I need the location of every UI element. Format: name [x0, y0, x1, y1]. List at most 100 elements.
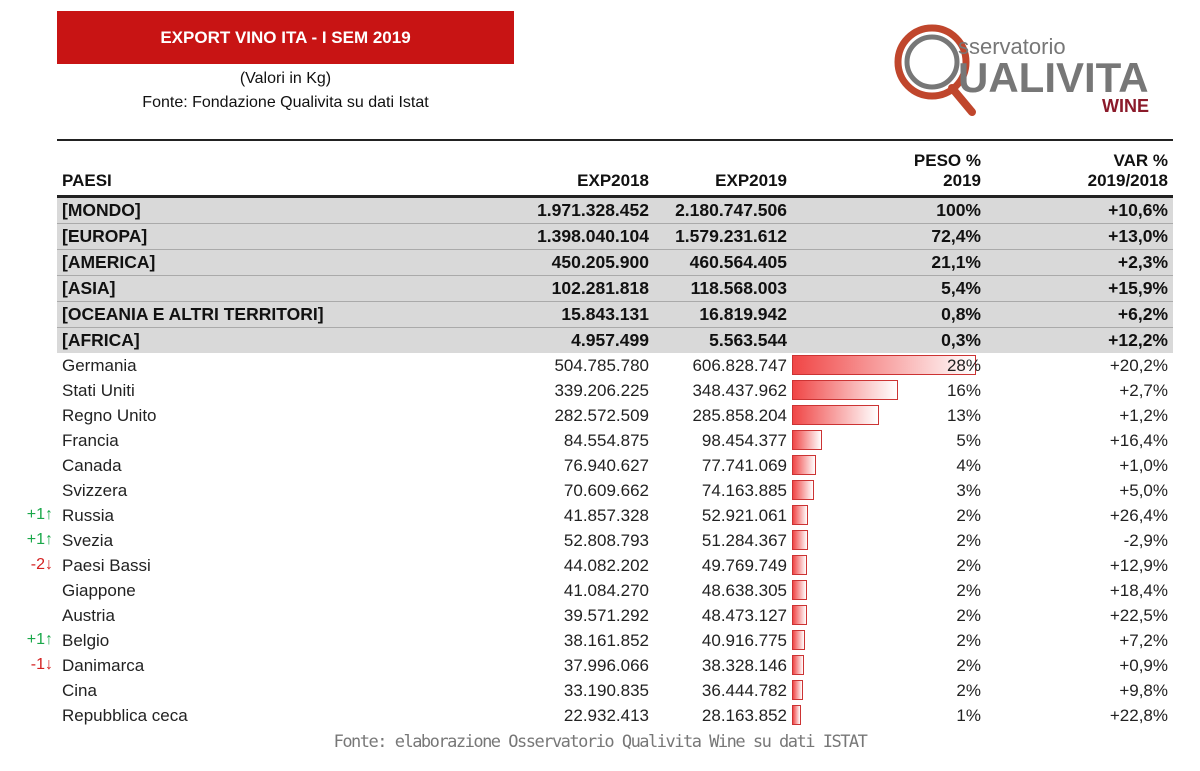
peso-cell: 3%: [792, 478, 986, 503]
peso: 5,4%: [792, 275, 986, 302]
peso-bar: [792, 555, 808, 575]
rank-change: +1↑: [26, 530, 53, 548]
peso-cell: 2%: [792, 653, 986, 678]
var: +22,8%: [1109, 705, 1168, 725]
country-row: Stati Uniti 339.206.225 348.437.962 16% …: [57, 378, 1173, 403]
country-name: Germania: [62, 355, 137, 375]
logo-text-1: sservatorio: [958, 34, 1066, 59]
rank-change: -2↓: [30, 555, 53, 573]
var: +15,9%: [986, 275, 1173, 302]
exp2018: 33.190.835: [563, 680, 649, 700]
col-paesi: PAESI: [57, 139, 477, 198]
region-name: [EUROPA]: [57, 223, 477, 250]
country-name: Giappone: [62, 580, 136, 600]
peso-cell: 2%: [792, 578, 986, 603]
peso: 2%: [956, 680, 981, 700]
peso-bar: [792, 605, 807, 625]
logo-text-3: WINE: [1102, 96, 1149, 116]
var: +20,2%: [1109, 355, 1168, 375]
peso-bar: [792, 355, 976, 375]
peso: 2%: [956, 605, 981, 625]
exp2018: 1.398.040.104: [477, 223, 654, 250]
var: +22,5%: [1109, 605, 1168, 625]
exp2019: 5.563.544: [654, 327, 792, 353]
peso-bar: [792, 705, 801, 725]
title-banner: EXPORT VINO ITA - I SEM 2019: [57, 11, 514, 64]
exp2019: 40.916.775: [701, 630, 787, 650]
var: +2,3%: [986, 249, 1173, 276]
country-cell: Germania: [57, 353, 477, 378]
exp2018: 41.084.270: [563, 580, 649, 600]
exp2019: 38.328.146: [701, 655, 787, 675]
region-name: [ASIA]: [57, 275, 477, 302]
peso-bar: [792, 405, 879, 425]
country-row: -2↓ Paesi Bassi 44.082.202 49.769.749 2% …: [31, 553, 1173, 578]
aggregate-row: [EUROPA] 1.398.040.104 1.579.231.612 72,4% +…: [57, 223, 1173, 250]
peso-cell: 2%: [792, 603, 986, 628]
peso-bar: [792, 455, 816, 475]
var: +1,0%: [1119, 455, 1168, 475]
rank-change: +1↑: [26, 505, 53, 523]
var: +7,2%: [1119, 630, 1168, 650]
peso-bar: [792, 480, 815, 500]
aggregate-row: [MONDO] 1.971.328.452 2.180.747.506 100% +10…: [57, 196, 1173, 224]
country-name: Paesi Bassi: [62, 555, 151, 575]
col-exp2018: EXP2018: [477, 139, 654, 198]
country-row: Francia 84.554.875 98.454.377 5% +16,4%: [57, 428, 1173, 453]
peso: 2%: [956, 505, 981, 525]
peso-bar: [792, 530, 808, 550]
exp2018: 15.843.131: [477, 301, 654, 328]
export-table: PAESI EXP2018 EXP2019 PESO % 2019 VAR % …: [27, 139, 1173, 728]
var: +0,9%: [1119, 655, 1168, 675]
peso: 1%: [956, 705, 981, 725]
peso: 21,1%: [792, 249, 986, 276]
region-name: [MONDO]: [57, 196, 477, 224]
peso-cell: 2%: [792, 503, 986, 528]
exp2019: 118.568.003: [654, 275, 792, 302]
var: +18,4%: [1109, 580, 1168, 600]
region-name: [OCEANIA E ALTRI TERRITORI]: [57, 301, 477, 328]
country-row: +1↑ Russia 41.857.328 52.921.061 2% +26,4…: [27, 503, 1173, 528]
exp2019: 49.769.749: [701, 555, 787, 575]
var: +26,4%: [1109, 505, 1168, 525]
peso: 0,3%: [792, 327, 986, 353]
country-cell: Repubblica ceca: [57, 703, 477, 728]
col-var: VAR % 2019/2018: [986, 139, 1173, 198]
exp2018: 102.281.818: [477, 275, 654, 302]
var: +10,6%: [986, 196, 1173, 224]
exp2019: 36.444.782: [701, 680, 787, 700]
peso-cell: 16%: [792, 378, 986, 403]
exp2019: 48.473.127: [701, 605, 787, 625]
country-cell: Regno Unito: [57, 403, 477, 428]
exp2018: 22.932.413: [563, 705, 649, 725]
region-name: [AFRICA]: [57, 327, 477, 353]
country-name: Cina: [62, 680, 97, 700]
exp2019: 28.163.852: [701, 705, 787, 725]
peso: 16%: [946, 380, 981, 400]
country-cell: -1↓ Danimarca: [31, 653, 477, 678]
rank-change: +1↑: [26, 630, 53, 648]
table-header-row: PAESI EXP2018 EXP2019 PESO % 2019 VAR % …: [57, 139, 1173, 198]
country-row: Austria 39.571.292 48.473.127 2% +22,5%: [57, 603, 1173, 628]
exp2018: 339.206.225: [554, 380, 649, 400]
country-name: Austria: [62, 605, 115, 625]
var: +9,8%: [1119, 680, 1168, 700]
var: +16,4%: [1109, 430, 1168, 450]
country-row: Canada 76.940.627 77.741.069 4% +1,0%: [57, 453, 1173, 478]
col-var-label: VAR % 2019/2018: [1087, 151, 1168, 190]
peso-bar: [792, 505, 808, 525]
exp2019: 285.858.204: [692, 405, 787, 425]
var: +13,0%: [986, 223, 1173, 250]
country-row: Germania 504.785.780 606.828.747 28% +20…: [57, 353, 1173, 378]
exp2018: 44.082.202: [563, 555, 649, 575]
peso-cell: 1%: [792, 703, 986, 728]
exp2018: 1.971.328.452: [477, 196, 654, 224]
units-note: (Valori in Kg): [239, 70, 332, 87]
country-cell: +1↑ Belgio: [27, 628, 477, 653]
peso-cell: 2%: [792, 678, 986, 703]
exp2018: 38.161.852: [563, 630, 649, 650]
exp2019: 51.284.367: [701, 530, 787, 550]
peso: 100%: [792, 196, 986, 224]
peso-bar: [792, 630, 805, 650]
exp2019: 74.163.885: [701, 480, 787, 500]
